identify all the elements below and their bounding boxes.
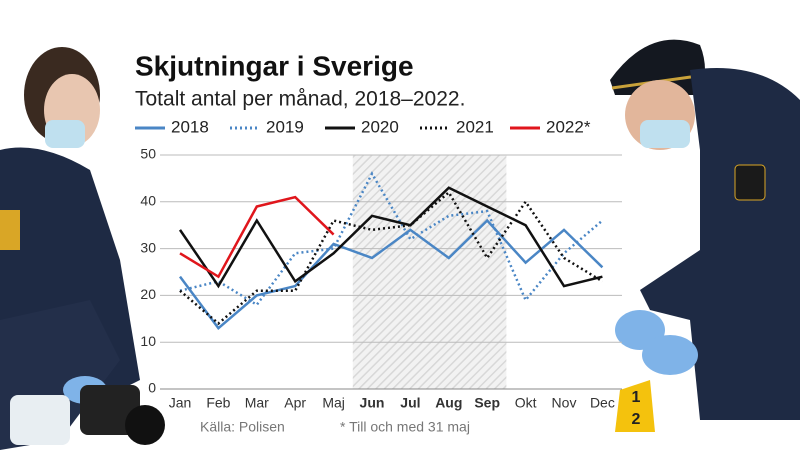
y-tick-label: 10 xyxy=(140,333,156,349)
series-line xyxy=(179,171,604,307)
x-tick-label: Sep xyxy=(474,395,500,411)
x-tick-label: Maj xyxy=(322,395,345,411)
x-tick-label: Dec xyxy=(590,395,615,411)
x-tick-label: Mar xyxy=(245,395,269,411)
series-line xyxy=(179,195,335,279)
x-tick-label: Jan xyxy=(169,395,192,411)
legend-label: 2019 xyxy=(266,117,304,136)
y-tick-label: 40 xyxy=(140,193,156,209)
legend-label: 2018 xyxy=(171,117,209,136)
legend-label: 2021 xyxy=(456,117,494,136)
y-tick-label: 50 xyxy=(140,146,156,162)
x-tick-label: Feb xyxy=(206,395,230,411)
chart-subtitle: Totalt antal per månad, 2018–2022. xyxy=(135,88,465,111)
source: Källa: Polisen xyxy=(200,419,285,435)
x-tick-label: Apr xyxy=(284,395,306,411)
legend-label: 2022* xyxy=(546,117,591,136)
highlight-band xyxy=(352,155,507,389)
legend-label: 2020 xyxy=(361,117,399,136)
y-tick-label: 20 xyxy=(140,286,156,302)
x-tick-label: Jul xyxy=(400,395,420,411)
marker-1: 1 xyxy=(632,389,641,406)
footnote: * Till och med 31 maj xyxy=(340,419,470,435)
x-tick-label: Jun xyxy=(360,395,385,411)
x-tick-label: Aug xyxy=(435,395,462,411)
y-tick-label: 0 xyxy=(148,380,156,396)
photo-right: 1 2 xyxy=(610,39,800,432)
chart-title: Skjutningar i Sverige xyxy=(135,50,414,81)
x-tick-label: Okt xyxy=(515,395,537,411)
marker-2: 2 xyxy=(632,411,641,428)
y-tick-label: 30 xyxy=(140,239,156,255)
x-tick-label: Nov xyxy=(552,395,577,411)
series-line xyxy=(178,186,603,289)
photo-left xyxy=(0,47,165,450)
